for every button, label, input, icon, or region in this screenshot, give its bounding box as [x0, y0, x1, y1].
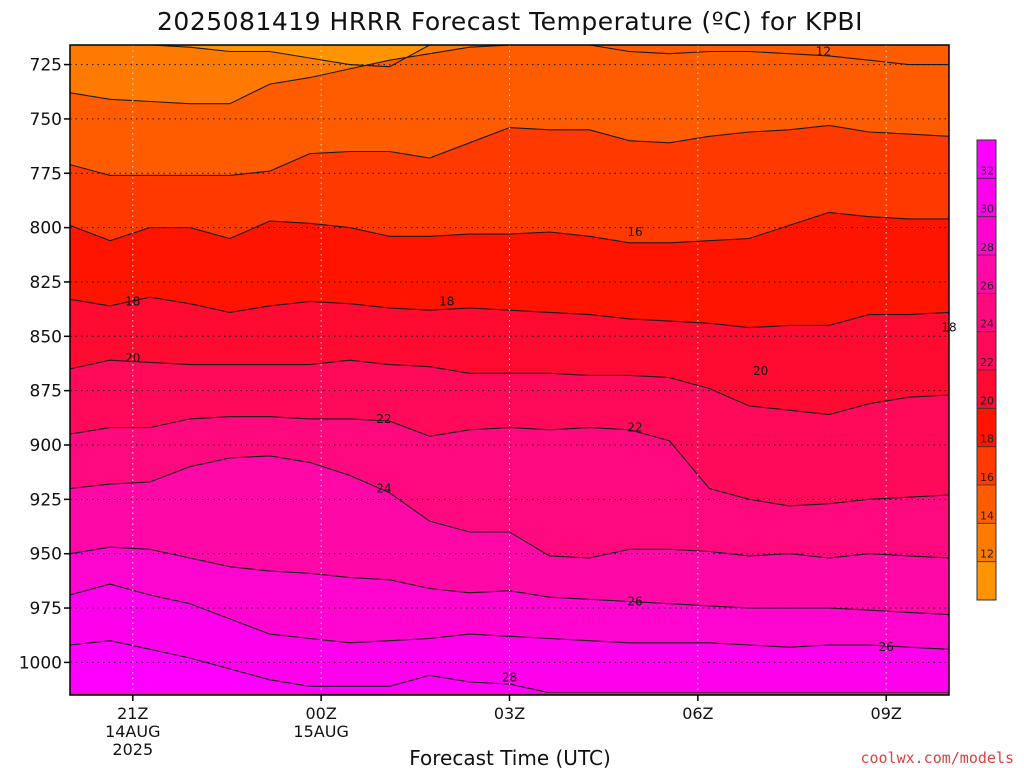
- y-tick-label-825: 825: [30, 273, 62, 293]
- x-tick-label-06Z: 06Z: [682, 704, 713, 723]
- contour-label-18: 18: [439, 295, 454, 309]
- colorbar-label-16: 16: [980, 471, 994, 484]
- colorbar-label-30: 30: [980, 203, 994, 216]
- contour-label-20: 20: [753, 364, 768, 378]
- temperature-bands: [70, 45, 949, 695]
- x-tick-label-21Z: 21Z: [117, 704, 148, 723]
- colorbar-swatch-24: [977, 293, 996, 332]
- colorbar-swatch-26: [977, 255, 996, 294]
- y-axis: 725 750 775 800 825 850 875 900 925 950 975 1000: [19, 56, 70, 673]
- colorbar-swatch-32: [977, 140, 996, 179]
- isotherm-12: [70, 45, 949, 68]
- terrain-fill: [70, 692, 949, 695]
- temp-band-22-24: [70, 360, 949, 506]
- contour-label-26: 26: [879, 640, 894, 654]
- grid-lines: [70, 45, 949, 695]
- colorbar-swatch-18: [977, 408, 996, 447]
- isotherm-24: [70, 416, 949, 507]
- colorbar-swatch-14: [977, 485, 996, 524]
- y-tick-label-1000: 1000: [19, 653, 62, 673]
- y-tick-label-800: 800: [30, 219, 62, 239]
- x-tick-label-2025: 2025: [112, 740, 153, 759]
- colorbar-label-14: 14: [980, 509, 994, 522]
- contour-label-28: 28: [502, 671, 517, 685]
- chart-title: 2025081419 HRRR Forecast Temperature (ºC…: [157, 7, 863, 36]
- contour-label-16: 16: [627, 225, 642, 239]
- contour-label-26: 26: [627, 595, 642, 609]
- colorbar-swatch-12: [977, 523, 996, 562]
- isotherm-26: [70, 455, 949, 559]
- colorbar-label-20: 20: [980, 394, 994, 407]
- colorbar-swatch-10: [977, 561, 996, 600]
- y-tick-label-775: 775: [30, 164, 62, 184]
- contour-label-12: 12: [816, 45, 831, 59]
- credit-text[interactable]: coolwx.com/models: [860, 749, 1014, 767]
- x-tick-label-15AUG: 15AUG: [293, 722, 348, 741]
- colorbar-label-18: 18: [980, 433, 994, 446]
- isotherm-30: [70, 583, 949, 650]
- colorbar: 12 14 16 18 20 22 24 26 28 30 32: [976, 139, 997, 601]
- colorbar-swatch-30: [977, 178, 996, 217]
- y-tick-label-900: 900: [30, 436, 62, 456]
- colorbar-swatch-22: [977, 331, 996, 370]
- y-tick-label-850: 850: [30, 327, 62, 347]
- isotherm-14: [70, 45, 949, 105]
- x-tick-label-03Z: 03Z: [494, 704, 525, 723]
- isotherm-22: [70, 359, 949, 416]
- temp-band-16-18: [70, 125, 949, 243]
- x-tick-label-14AUG: 14AUG: [105, 722, 160, 741]
- colorbar-label-22: 22: [980, 356, 994, 369]
- contour-label-18: 18: [125, 295, 140, 309]
- colorbar-label-12: 12: [980, 548, 994, 561]
- y-tick-label-925: 925: [30, 490, 62, 510]
- x-axis: 21Z14AUG202500Z15AUG03Z06Z09Z12Z: [105, 695, 902, 759]
- temp-band-14-16: [70, 45, 949, 176]
- temp-band-20-22: [70, 297, 949, 415]
- colorbar-label-24: 24: [980, 318, 994, 331]
- temp-band-24-26: [70, 416, 949, 558]
- terrain: [70, 692, 949, 695]
- contour-label-20: 20: [125, 351, 140, 365]
- x-tick-label-00Z: 00Z: [305, 704, 336, 723]
- colorbar-label-26: 26: [980, 279, 994, 292]
- colorbar-label-28: 28: [980, 241, 994, 254]
- contour-label-22: 22: [376, 412, 391, 426]
- y-tick-label-725: 725: [30, 56, 62, 76]
- colorbar-swatch-28: [977, 216, 996, 255]
- contour-label-22: 22: [627, 421, 642, 435]
- y-tick-label-975: 975: [30, 599, 62, 619]
- y-tick-label-950: 950: [30, 545, 62, 565]
- colorbar-swatch-20: [977, 370, 996, 409]
- temp-band-18-20: [70, 212, 949, 328]
- isotherm-18: [70, 211, 949, 244]
- x-tick-label-09Z: 09Z: [871, 704, 902, 723]
- temp-band-30-32: [70, 584, 949, 693]
- y-tick-label-875: 875: [30, 382, 62, 402]
- contour-label-24: 24: [376, 481, 391, 495]
- x-axis-label: Forecast Time (UTC): [409, 746, 611, 768]
- colorbar-label-32: 32: [980, 164, 994, 177]
- temp-band-12-14: [70, 45, 949, 104]
- y-tick-label-750: 750: [30, 110, 62, 130]
- colorbar-swatch-16: [977, 446, 996, 485]
